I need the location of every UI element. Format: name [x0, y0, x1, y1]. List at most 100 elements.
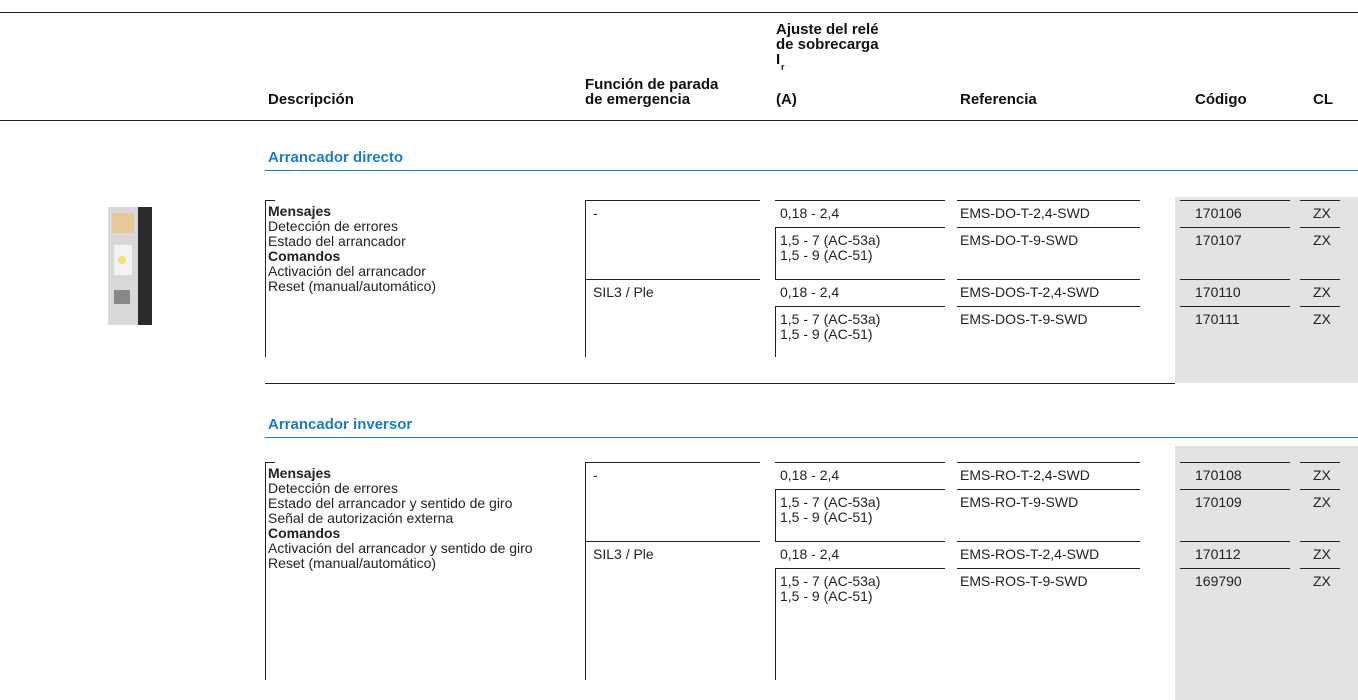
- setting-border: [775, 568, 776, 680]
- reference-cell: EMS-ROS-T-9-SWD: [960, 573, 1088, 589]
- setting-border: [775, 227, 945, 228]
- cl-cell: ZX: [1313, 284, 1331, 300]
- cl-border: [1300, 306, 1340, 307]
- col-setting: de sobrecarga: [776, 36, 879, 53]
- function-border: [585, 541, 760, 542]
- code-cell: 170112: [1195, 546, 1241, 562]
- code-border: [1180, 279, 1290, 280]
- section-rule: [265, 437, 1358, 438]
- col-cl: CL: [1313, 91, 1333, 108]
- setting-border: [775, 306, 776, 357]
- setting-border: [775, 279, 945, 280]
- setting-cell: 0,18 - 2,4: [780, 467, 840, 483]
- code-cell: 170108: [1195, 467, 1242, 483]
- reference-border: [957, 541, 1140, 542]
- product-image: [108, 207, 152, 325]
- cl-border: [1300, 462, 1340, 463]
- cl-border: [1300, 279, 1340, 280]
- description-line: Comandos: [268, 248, 341, 264]
- cl-border: [1300, 568, 1340, 569]
- setting-border: [775, 568, 945, 569]
- description-line: Señal de autorización externa: [268, 510, 454, 526]
- setting-cell: 1,5 - 9 (AC-51): [780, 326, 873, 342]
- code-cell: 170106: [1195, 205, 1242, 221]
- reference-border: [957, 306, 1140, 307]
- function-border: [585, 462, 760, 463]
- setting-cell: 1,5 - 7 (AC-53a): [780, 311, 881, 327]
- code-cell: 170107: [1195, 232, 1242, 248]
- header-rule: [0, 120, 1358, 121]
- code-cell: 170110: [1195, 284, 1241, 300]
- col-code: Código: [1195, 91, 1247, 108]
- reference-cell: EMS-DO-T-9-SWD: [960, 232, 1079, 248]
- setting-border: [775, 489, 776, 541]
- col-setting-symbol: I: [776, 51, 781, 68]
- reference-cell: EMS-RO-T-2,4-SWD: [960, 467, 1090, 483]
- description-line: Estado del arrancador y sentido de giro: [268, 495, 513, 511]
- description-line: Detección de errores: [268, 480, 398, 496]
- code-column-shade: [1175, 446, 1358, 700]
- code-border: [1180, 568, 1290, 569]
- function-cell: -: [593, 467, 598, 483]
- setting-cell: 1,5 - 9 (AC-51): [780, 247, 873, 263]
- reference-cell: EMS-DO-T-2,4-SWD: [960, 205, 1090, 221]
- col-reference: Referencia: [960, 91, 1037, 108]
- col-function: Función de parada: [585, 76, 719, 93]
- description-line: Mensajes: [268, 203, 332, 219]
- code-border: [1180, 200, 1290, 201]
- code-cell: 170111: [1195, 311, 1240, 327]
- col-description: Descripción: [268, 91, 354, 108]
- cl-cell: ZX: [1313, 573, 1331, 589]
- function-cell: -: [593, 205, 598, 221]
- cl-cell: ZX: [1313, 311, 1331, 327]
- cl-border: [1300, 541, 1340, 542]
- setting-cell: 1,5 - 9 (AC-51): [780, 588, 873, 604]
- cl-cell: ZX: [1313, 546, 1331, 562]
- setting-cell: 0,18 - 2,4: [780, 546, 840, 562]
- cl-cell: ZX: [1313, 467, 1331, 483]
- cl-cell: ZX: [1313, 494, 1331, 510]
- description-line: Reset (manual/automático): [268, 278, 437, 294]
- code-cell: 170109: [1195, 494, 1242, 510]
- setting-cell: 0,18 - 2,4: [780, 205, 840, 221]
- col-setting: Ajuste del relé: [776, 21, 879, 38]
- code-border: [1180, 489, 1290, 490]
- description-line: Comandos: [268, 525, 341, 541]
- setting-border: [775, 306, 945, 307]
- code-column-shade: [1175, 197, 1358, 383]
- description-line: Activación del arrancador y sentido de g…: [268, 540, 533, 556]
- setting-cell: 0,18 - 2,4: [780, 284, 840, 300]
- function-border: [585, 541, 586, 680]
- description-border: [265, 462, 275, 463]
- setting-cell: 1,5 - 9 (AC-51): [780, 509, 873, 525]
- reference-border: [957, 568, 1140, 569]
- description-line: Detección de errores: [268, 218, 398, 234]
- code-border: [1180, 462, 1290, 463]
- cl-border: [1300, 200, 1340, 201]
- setting-border: [775, 541, 945, 542]
- code-border: [1180, 541, 1290, 542]
- reference-border: [957, 200, 1140, 201]
- function-cell: SIL3 / Ple: [593, 284, 654, 300]
- section-title: Arrancador inversor: [268, 416, 413, 433]
- function-border: [585, 279, 586, 357]
- setting-border: [775, 200, 945, 201]
- cl-cell: ZX: [1313, 232, 1331, 248]
- reference-border: [957, 462, 1140, 463]
- section-title: Arrancador directo: [268, 149, 404, 166]
- function-border: [585, 462, 586, 541]
- description-border: [265, 200, 275, 201]
- setting-cell: 1,5 - 7 (AC-53a): [780, 573, 881, 589]
- reference-cell: EMS-DOS-T-2,4-SWD: [960, 284, 1100, 300]
- reference-border: [957, 489, 1140, 490]
- description-border: [265, 462, 266, 680]
- description-line: Activación del arrancador: [268, 263, 426, 279]
- cl-cell: ZX: [1313, 205, 1331, 221]
- top-rule: [0, 12, 1358, 13]
- setting-cell: 1,5 - 7 (AC-53a): [780, 232, 881, 248]
- reference-cell: EMS-RO-T-9-SWD: [960, 494, 1079, 510]
- code-border: [1180, 306, 1290, 307]
- function-border: [585, 279, 760, 280]
- function-border: [585, 200, 586, 279]
